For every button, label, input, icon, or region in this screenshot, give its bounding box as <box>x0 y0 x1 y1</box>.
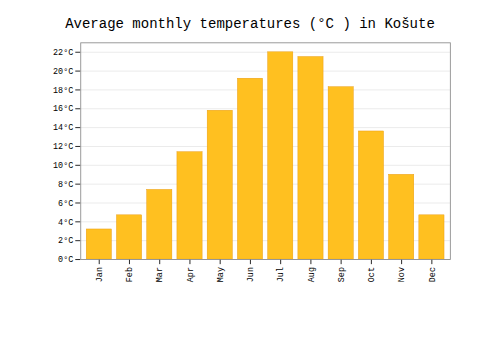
svg-text:20°C: 20°C <box>53 67 73 77</box>
svg-text:May: May <box>216 267 226 282</box>
svg-text:Jun: Jun <box>246 267 256 282</box>
svg-text:8°C: 8°C <box>58 180 73 190</box>
svg-text:Aug: Aug <box>307 267 317 282</box>
svg-text:Apr: Apr <box>186 267 196 282</box>
svg-text:0°C: 0°C <box>58 255 73 265</box>
svg-text:12°C: 12°C <box>53 142 73 152</box>
svg-text:10°C: 10°C <box>53 161 73 171</box>
html-text:Average monthly temperatures (: Average monthly temperatures (°C ) in Ko… <box>65 16 435 32</box>
svg-text:14°C: 14°C <box>53 123 73 133</box>
svg-text:Mar: Mar <box>155 267 165 282</box>
svg-text:18°C: 18°C <box>53 86 73 96</box>
svg-text:Jan: Jan <box>95 267 105 282</box>
svg-text:Jul: Jul <box>276 267 286 282</box>
svg-text:4°C: 4°C <box>58 218 73 228</box>
svg-text:Sep: Sep <box>337 267 347 282</box>
svg-text:16°C: 16°C <box>53 104 73 114</box>
svg-text:2°C: 2°C <box>58 236 73 246</box>
svg-text:Feb: Feb <box>125 267 135 282</box>
svg-text:Dec: Dec <box>428 267 438 282</box>
svg-text:Oct: Oct <box>367 267 377 282</box>
svg-text:22°C: 22°C <box>53 48 73 58</box>
svg-text:Nov: Nov <box>397 267 407 282</box>
svg-text:6°C: 6°C <box>58 199 73 209</box>
